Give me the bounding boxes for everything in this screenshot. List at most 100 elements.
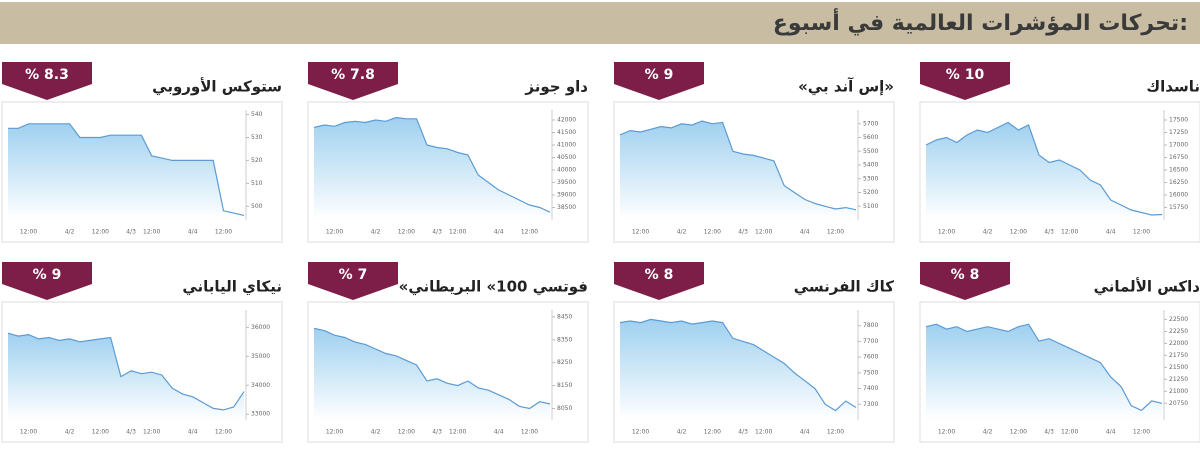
y-tick-label: 22250: [1169, 328, 1188, 335]
area: [926, 324, 1162, 420]
x-tick-label: 4/4: [1106, 229, 1116, 236]
chart-title: «فوتسي 100» البريطاني: [399, 278, 588, 296]
y-tick-label: 5700: [863, 120, 878, 127]
x-tick-label: 4/2: [65, 429, 75, 436]
chart-title: ستوكس الأوروبي: [152, 78, 282, 96]
y-tick-label: 36000: [251, 324, 270, 331]
x-tick-label: 4/4: [188, 429, 198, 436]
x-tick-label: 4/4: [800, 429, 810, 436]
chart-title: ناسداك: [1146, 78, 1200, 96]
x-tick-label: 12:00: [755, 429, 772, 436]
line: [8, 123, 245, 216]
badge-label: % 7.8: [331, 67, 375, 83]
line: [313, 116, 551, 213]
y-tick-label: 8050: [557, 405, 572, 412]
x-tick-label: 12:00: [1061, 429, 1078, 436]
area: [8, 123, 244, 220]
y-tick-label: 41500: [557, 129, 576, 136]
y-tick-label: 38500: [557, 204, 576, 211]
chart-title: كاك الفرنسي: [794, 278, 895, 296]
x-tick-label: 4/3: [432, 429, 442, 436]
badge: [308, 262, 398, 300]
chart-title: داو جونز: [524, 78, 588, 96]
line: [7, 332, 245, 411]
x-tick-label: 4/2: [983, 229, 993, 236]
y-tick-label: 5300: [863, 175, 878, 182]
y-tick-label: 16750: [1169, 154, 1188, 161]
y-tick-label: 7600: [863, 354, 878, 361]
badge-label: % 10: [946, 67, 985, 83]
x-tick-label: 12:00: [398, 229, 415, 236]
x-tick-label: 4/3: [1044, 229, 1054, 236]
area: [620, 121, 856, 220]
x-tick-label: 4/3: [126, 229, 136, 236]
y-tick-label: 500: [251, 203, 263, 210]
y-tick-label: 21750: [1169, 352, 1188, 359]
x-tick-label: 12:00: [827, 229, 844, 236]
y-tick-label: 5100: [863, 203, 878, 210]
x-tick-label: 4/4: [1106, 429, 1116, 436]
y-tick-label: 15750: [1169, 204, 1188, 211]
y-tick-label: 41000: [557, 142, 576, 149]
x-tick-label: 12:00: [92, 429, 109, 436]
y-tick-label: 5200: [863, 189, 878, 196]
y-tick-label: 17250: [1169, 129, 1188, 136]
x-tick-label: 12:00: [704, 429, 721, 436]
x-tick-label: 4/2: [65, 229, 75, 236]
y-tick-label: 20750: [1169, 400, 1188, 407]
y-tick-label: 40500: [557, 154, 576, 161]
x-tick-label: 12:00: [632, 229, 649, 236]
y-tick-label: 16000: [1169, 192, 1188, 199]
area: [314, 117, 550, 220]
x-tick-label: 4/4: [188, 229, 198, 236]
x-tick-label: 12:00: [398, 429, 415, 436]
x-tick-label: 12:00: [938, 429, 955, 436]
x-tick-label: 4/3: [738, 429, 748, 436]
badge-label: % 8: [645, 267, 674, 283]
x-tick-label: 12:00: [215, 429, 232, 436]
x-tick-label: 12:00: [449, 229, 466, 236]
chart-title: نيكاي الياباني: [182, 278, 282, 297]
area: [620, 319, 856, 420]
x-tick-label: 12:00: [1133, 429, 1150, 436]
x-tick-label: 12:00: [827, 429, 844, 436]
line: [313, 327, 551, 410]
badge: [2, 62, 92, 100]
x-tick-label: 12:00: [1010, 229, 1027, 236]
line: [619, 318, 857, 412]
y-tick-label: 39500: [557, 179, 576, 186]
badge-label: % 9: [645, 67, 674, 83]
x-tick-label: 4/4: [494, 429, 504, 436]
header-title: تحركات المؤشرات العالمية في أسبوع:: [773, 7, 1188, 36]
y-tick-label: 7500: [863, 369, 878, 376]
chart-title: داكس الألماني: [1094, 278, 1200, 296]
x-tick-label: 4/2: [677, 429, 687, 436]
area: [314, 328, 550, 420]
chart-title: «إس آند بي»: [798, 78, 894, 96]
x-tick-label: 12:00: [521, 429, 538, 436]
x-tick-label: 4/2: [371, 229, 381, 236]
line: [619, 120, 857, 211]
y-tick-label: 8150: [557, 382, 572, 389]
x-tick-label: 4/2: [371, 429, 381, 436]
y-tick-label: 21250: [1169, 376, 1188, 383]
y-tick-label: 5500: [863, 148, 878, 155]
badge-label: % 9: [33, 267, 62, 283]
y-tick-label: 540: [251, 111, 263, 118]
x-tick-label: 4/2: [677, 229, 687, 236]
x-tick-label: 12:00: [1010, 429, 1027, 436]
area: [8, 333, 244, 420]
x-tick-label: 4/3: [1044, 429, 1054, 436]
y-tick-label: 33000: [251, 411, 270, 418]
badge: [2, 262, 92, 300]
x-tick-label: 12:00: [92, 229, 109, 236]
x-tick-label: 12:00: [704, 229, 721, 236]
badge: [308, 62, 398, 100]
x-tick-label: 12:00: [521, 229, 538, 236]
y-tick-label: 42000: [557, 117, 576, 124]
x-tick-label: 12:00: [20, 429, 37, 436]
header-bar: [0, 2, 1200, 44]
badge: [614, 62, 704, 100]
y-tick-label: 5400: [863, 162, 878, 169]
